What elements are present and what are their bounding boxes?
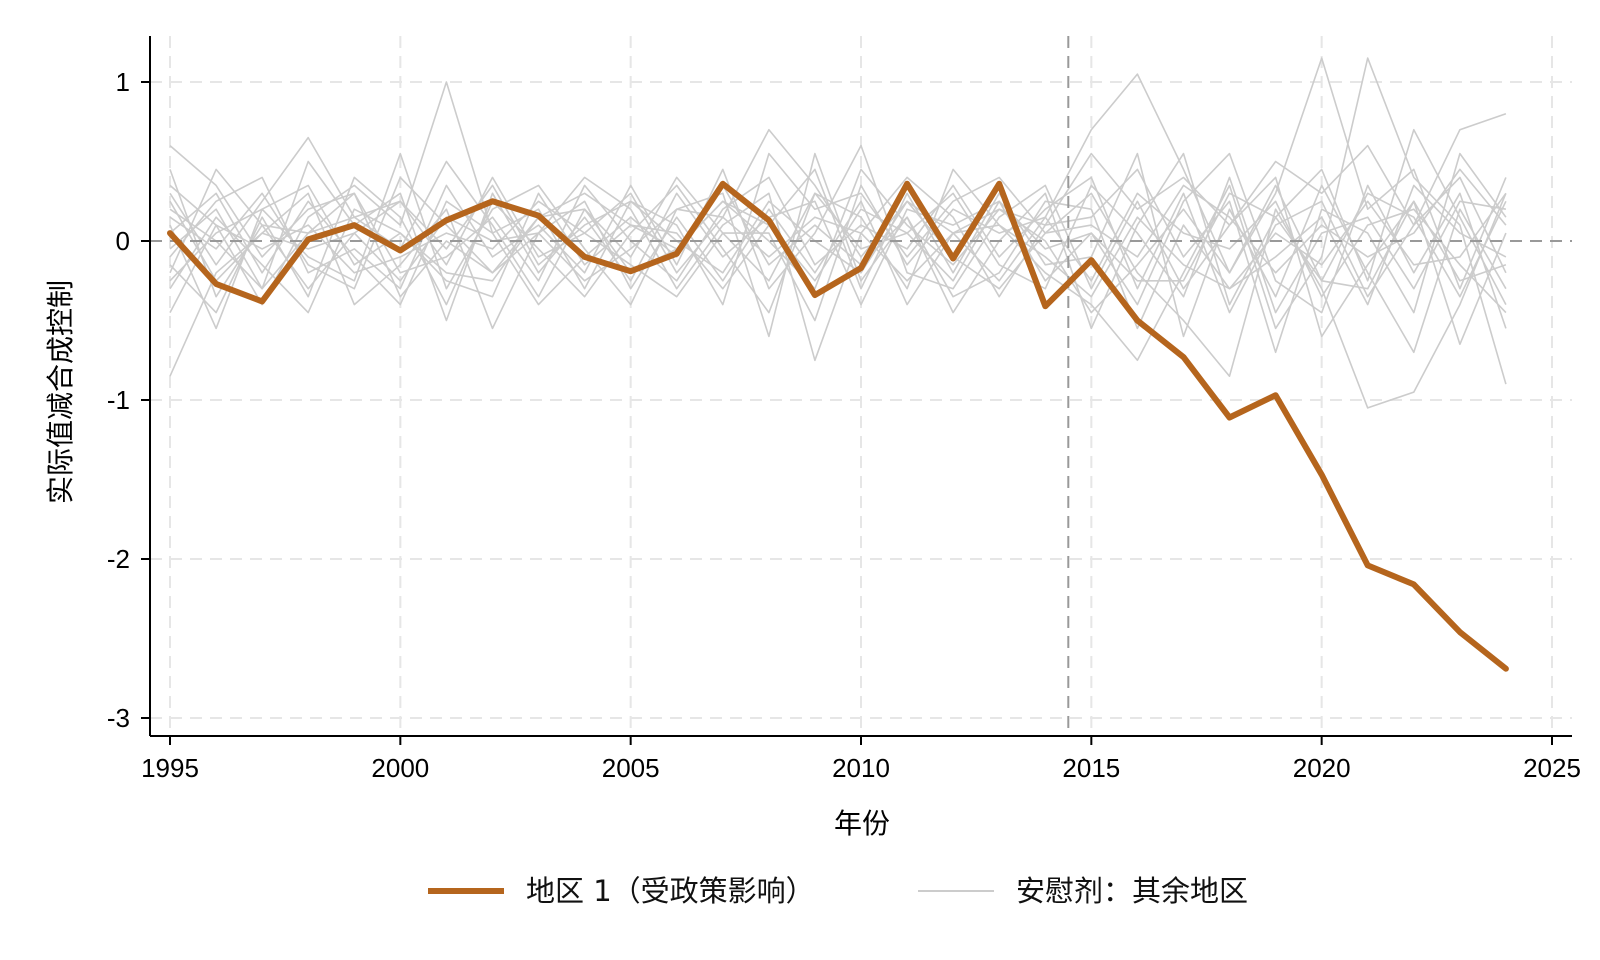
- tick-labels: 1995 2000 2005 2010 2015 2020 2025 1 0 -1 -2 -3: [107, 67, 1581, 783]
- y-tick-label-0: 0: [116, 226, 130, 256]
- y-tick-label--1: -1: [107, 385, 130, 415]
- y-tick-label-1: 1: [116, 67, 130, 97]
- y-tick-label--3: -3: [107, 703, 130, 733]
- placebo-series-line-6: [169, 152, 1507, 377]
- x-tick-label-2015: 2015: [1062, 753, 1120, 783]
- treated-series-line: [167, 180, 1509, 672]
- placebo-series-line-17: [169, 184, 1507, 290]
- placebo-series-line-15: [169, 168, 1507, 290]
- x-tick-label-2010: 2010: [832, 753, 890, 783]
- placebo-series-line-11: [169, 176, 1507, 314]
- x-tick-label-2005: 2005: [602, 753, 660, 783]
- placebo-series-line-13: [169, 176, 1507, 314]
- y-axis-title: 实际值减合成控制: [44, 280, 77, 504]
- legend-label-placebo: 安慰剂：其余地区: [1016, 874, 1248, 908]
- placebo-series-line-14: [169, 184, 1507, 322]
- legend: 地区 1（受政策影响） 安慰剂：其余地区: [428, 874, 1248, 908]
- placebo-series-line-10: [169, 152, 1507, 354]
- placebo-series-line-16: [169, 192, 1507, 298]
- x-tick-label-2025: 2025: [1523, 753, 1581, 783]
- legend-label-treated: 地区 1（受政策影响）: [526, 874, 815, 908]
- x-tick-label-2000: 2000: [371, 753, 429, 783]
- placebo-series-line-4: [169, 81, 1507, 409]
- y-tick-label--2: -2: [107, 544, 130, 574]
- x-tick-label-2020: 2020: [1293, 753, 1351, 783]
- placebo-series-line-8: [169, 144, 1507, 346]
- treated-series-group: [167, 180, 1509, 672]
- axes: [141, 36, 1572, 745]
- x-tick-label-1995: 1995: [141, 753, 199, 783]
- x-axis-title: 年份: [834, 807, 890, 840]
- reference-lines: [150, 36, 1572, 736]
- placebo-series-line-5: [169, 128, 1507, 338]
